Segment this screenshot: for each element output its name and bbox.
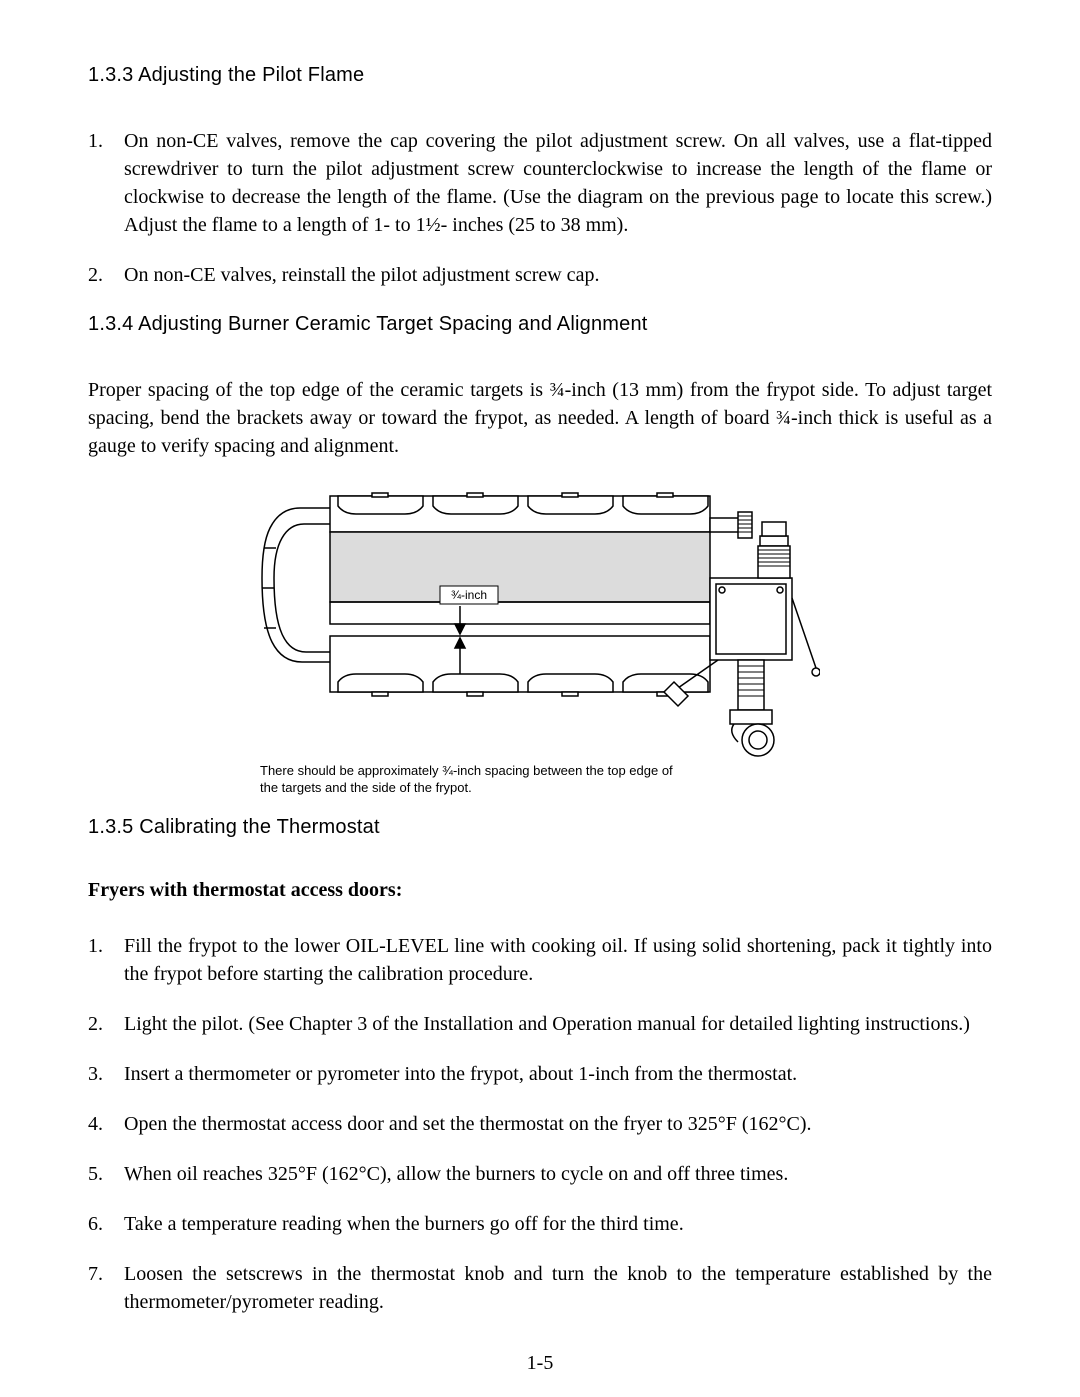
list-text: On non-CE valves, reinstall the pilot ad… — [124, 261, 992, 289]
list-text: Take a temperature reading when the burn… — [124, 1210, 992, 1238]
dim-label-text: ¾-inch — [451, 588, 487, 602]
list-number: 4. — [88, 1110, 124, 1138]
list-item: 2. On non-CE valves, reinstall the pilot… — [88, 261, 992, 289]
list-number: 7. — [88, 1260, 124, 1316]
list-text: When oil reaches 325°F (162°C), allow th… — [124, 1160, 992, 1188]
list-135: 1. Fill the frypot to the lower OIL-LEVE… — [88, 932, 992, 1316]
list-number: 6. — [88, 1210, 124, 1238]
list-text: Fill the frypot to the lower OIL-LEVEL l… — [124, 932, 992, 988]
heading-133: 1.3.3 Adjusting the Pilot Flame — [88, 64, 992, 87]
figure-caption: There should be approximately ¾-inch spa… — [260, 762, 680, 796]
list-133: 1. On non-CE valves, remove the cap cove… — [88, 127, 992, 289]
list-item: 7. Loosen the setscrews in the thermosta… — [88, 1260, 992, 1316]
para-134: Proper spacing of the top edge of the ce… — [88, 376, 992, 460]
subheading-135: Fryers with thermostat access doors: — [88, 879, 992, 902]
list-item: 6. Take a temperature reading when the b… — [88, 1210, 992, 1238]
list-item: 3. Insert a thermometer or pyrometer int… — [88, 1060, 992, 1088]
list-number: 1. — [88, 932, 124, 988]
figure-burner-diagram: ¾-inch — [260, 478, 820, 758]
page-number: 1-5 — [0, 1352, 1080, 1375]
list-number: 5. — [88, 1160, 124, 1188]
list-text: Loosen the setscrews in the thermostat k… — [124, 1260, 992, 1316]
list-item: 5. When oil reaches 325°F (162°C), allow… — [88, 1160, 992, 1188]
heading-135: 1.3.5 Calibrating the Thermostat — [88, 816, 992, 839]
list-text: On non-CE valves, remove the cap coverin… — [124, 127, 992, 239]
list-number: 3. — [88, 1060, 124, 1088]
list-item: 1. Fill the frypot to the lower OIL-LEVE… — [88, 932, 992, 988]
list-item: 1. On non-CE valves, remove the cap cove… — [88, 127, 992, 239]
list-number: 2. — [88, 261, 124, 289]
list-item: 4. Open the thermostat access door and s… — [88, 1110, 992, 1138]
heading-134: 1.3.4 Adjusting Burner Ceramic Target Sp… — [88, 313, 992, 336]
list-text: Insert a thermometer or pyrometer into t… — [124, 1060, 992, 1088]
list-text: Open the thermostat access door and set … — [124, 1110, 992, 1138]
list-item: 2. Light the pilot. (See Chapter 3 of th… — [88, 1010, 992, 1038]
list-number: 1. — [88, 127, 124, 239]
list-text: Light the pilot. (See Chapter 3 of the I… — [124, 1010, 992, 1038]
list-number: 2. — [88, 1010, 124, 1038]
burner-diagram-svg: ¾-inch — [260, 478, 820, 758]
